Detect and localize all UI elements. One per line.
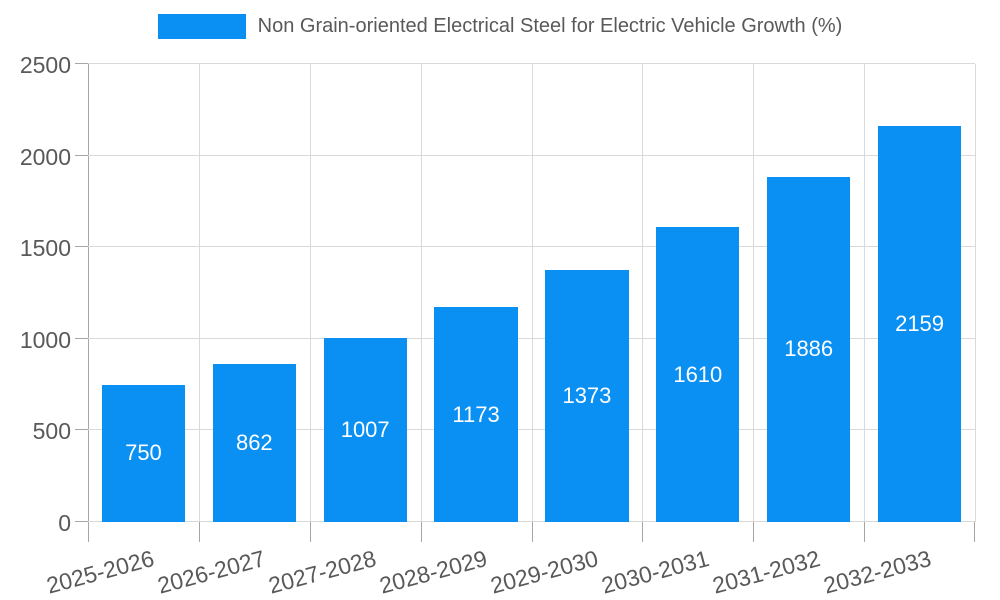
bar-value-label: 1373 (562, 383, 612, 409)
y-axis-label: 500 (32, 418, 71, 445)
bar-value-label: 750 (125, 440, 162, 466)
bar-value-label: 1173 (452, 401, 500, 427)
bar-2031-2032: 1886 (767, 176, 851, 522)
x-axis-label: 2032-2033 (820, 545, 934, 599)
gridline-vertical (975, 64, 976, 522)
bar-value-label: 1007 (340, 416, 390, 442)
y-axis-label: 1000 (19, 326, 71, 353)
x-axis-tick (974, 522, 975, 542)
y-axis-label: 2500 (19, 52, 71, 79)
bar-value-label: 862 (235, 430, 273, 456)
y-axis-tick (75, 429, 88, 431)
y-axis-tick (75, 63, 88, 64)
x-axis-label: 2029-2030 (487, 545, 601, 599)
plot-area: 0 500 1000 1500 2000 2500 750 862 1007 1173 1373 16… (20, 52, 976, 599)
x-axis-label: 2027-2028 (265, 545, 379, 599)
x-axis-tick (309, 522, 311, 542)
x-axis-tick (420, 522, 422, 542)
y-axis-line (88, 64, 89, 542)
bar-2032-2033: 2159 (877, 126, 962, 522)
x-axis-tick (531, 522, 533, 542)
legend-swatch-icon (157, 14, 246, 39)
gridline-horizontal (88, 63, 975, 64)
gridline-vertical (420, 64, 422, 522)
x-axis-tick (864, 522, 866, 542)
gridline-vertical (198, 64, 200, 522)
chart-legend[interactable]: Non Grain-oriented Electrical Steel for … (0, 14, 1000, 39)
x-axis-tick (642, 522, 644, 542)
y-axis-tick (75, 154, 88, 156)
y-axis-label: 0 (58, 510, 71, 537)
x-axis-label: 2028-2029 (376, 545, 490, 599)
bar-2027-2028: 1007 (323, 337, 407, 522)
bar-2026-2027: 862 (212, 364, 296, 522)
x-axis-label: 2030-2031 (598, 545, 712, 599)
y-axis-tick (75, 246, 88, 248)
bar-2030-2031: 1610 (656, 227, 740, 522)
gridline-vertical (753, 64, 755, 522)
x-axis-tick (198, 522, 200, 542)
gridline-vertical (642, 64, 644, 522)
x-axis-label: 2025-2026 (44, 545, 158, 599)
bar-2025-2026: 750 (101, 384, 186, 522)
y-axis-label: 1500 (19, 235, 71, 262)
x-axis-tick (753, 522, 755, 542)
y-axis-tick (75, 521, 88, 522)
bar-value-label: 1886 (784, 336, 834, 362)
bar-2029-2030: 1373 (545, 270, 629, 522)
gridline-vertical (864, 64, 866, 522)
y-axis-label: 2000 (19, 143, 71, 170)
gridline-vertical (531, 64, 533, 522)
x-axis-label: 2026-2027 (155, 545, 269, 599)
x-axis-tick (88, 522, 89, 542)
y-axis-tick (75, 337, 88, 339)
bar-value-label: 1610 (673, 361, 723, 387)
bar-2028-2029: 1173 (434, 307, 518, 522)
gridline-vertical (309, 64, 311, 522)
bar-value-label: 2159 (895, 311, 945, 337)
legend-label: Non Grain-oriented Electrical Steel for … (257, 15, 843, 37)
x-axis-label: 2031-2032 (709, 545, 823, 599)
